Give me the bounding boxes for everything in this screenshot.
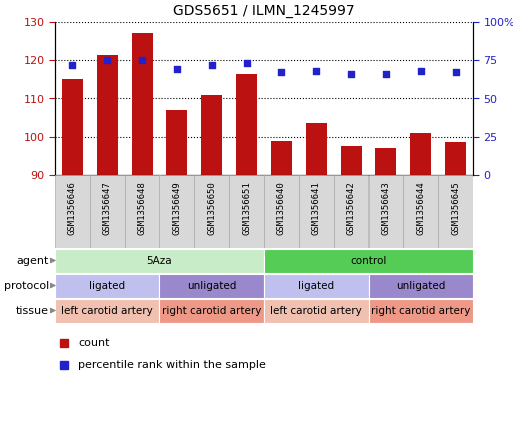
Text: GSM1356641: GSM1356641 [312,181,321,235]
Text: GSM1356649: GSM1356649 [172,181,182,235]
Bar [160,299,264,322]
Text: 5Aza: 5Aza [147,255,172,266]
Point [243,60,251,67]
Text: unligated: unligated [396,280,445,291]
Bar [410,133,431,175]
Bar [125,175,160,248]
Point [103,57,111,63]
Point [382,71,390,77]
Text: control: control [350,255,387,266]
Bar [271,140,292,175]
Bar [229,175,264,248]
Point [68,61,76,68]
Bar [368,274,473,297]
Bar [55,274,160,297]
Text: ligated: ligated [298,280,334,291]
Bar [264,248,473,272]
Text: ligated: ligated [89,280,125,291]
Bar [160,274,264,297]
Text: GSM1356640: GSM1356640 [277,181,286,235]
Bar [299,175,333,248]
Bar [90,175,125,248]
Bar [236,74,257,175]
Text: left carotid artery: left carotid artery [270,305,362,316]
Bar [341,146,362,175]
Bar [333,175,368,248]
Bar [166,110,187,175]
Bar [62,80,83,175]
Point [451,69,460,76]
Bar [376,148,397,175]
Point [417,68,425,74]
Text: GSM1356646: GSM1356646 [68,181,77,235]
Text: GSM1356642: GSM1356642 [347,181,356,235]
Text: GSM1356648: GSM1356648 [137,181,147,235]
Text: agent: agent [16,255,49,266]
Bar [97,55,117,175]
Point [138,57,146,63]
Bar [55,175,90,248]
Bar [201,95,222,175]
Bar [194,175,229,248]
Bar [55,299,160,322]
Bar [132,33,152,175]
Bar [368,175,403,248]
Bar [264,299,368,322]
Bar [264,274,368,297]
Bar [160,175,194,248]
Bar [264,175,299,248]
Bar [368,299,473,322]
Text: GSM1356644: GSM1356644 [416,181,425,235]
Text: percentile rank within the sample: percentile rank within the sample [78,360,266,370]
Text: protocol: protocol [4,280,49,291]
Point [173,66,181,73]
Title: GDS5651 / ILMN_1245997: GDS5651 / ILMN_1245997 [173,4,355,18]
Bar [55,248,264,272]
Text: right carotid artery: right carotid artery [162,305,262,316]
Text: right carotid artery: right carotid artery [371,305,470,316]
Bar [403,175,438,248]
Point [312,68,320,74]
Point [278,69,286,76]
Text: GSM1356643: GSM1356643 [382,181,390,235]
Text: tissue: tissue [16,305,49,316]
Text: left carotid artery: left carotid artery [62,305,153,316]
Point [347,71,355,77]
Bar [438,175,473,248]
Text: GSM1356651: GSM1356651 [242,181,251,235]
Text: GSM1356650: GSM1356650 [207,181,216,235]
Bar [306,124,327,175]
Text: GSM1356645: GSM1356645 [451,181,460,235]
Text: GSM1356647: GSM1356647 [103,181,112,235]
Point [208,61,216,68]
Text: count: count [78,338,109,348]
Text: unligated: unligated [187,280,236,291]
Bar [445,143,466,175]
